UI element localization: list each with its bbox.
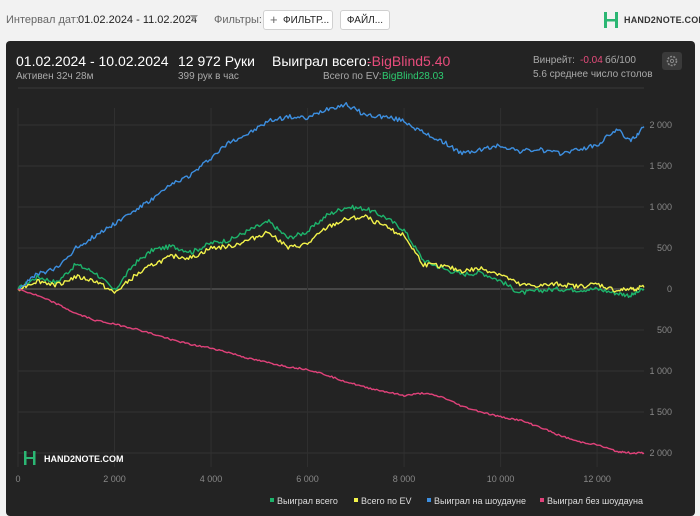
chart-legend: Выиграл всего Всего по EV Выиграл на шоуда…: [270, 496, 643, 506]
ev-value: BigBlind28.03: [382, 71, 444, 82]
won-total-label: Выиграл всего:: [272, 53, 371, 69]
x-tick-label: 10 000: [487, 474, 515, 484]
settings-button[interactable]: [662, 52, 682, 70]
y-tick-label: 1 500: [649, 407, 672, 417]
series-line: [17, 101, 645, 291]
won-total-value: -BigBlind5.40: [367, 53, 451, 69]
filters-label: Фильтры:: [214, 14, 262, 26]
chart-grid: [17, 108, 644, 467]
legend-label: Выиграл на шоудауне: [434, 496, 526, 506]
x-tick-label: 12 000: [583, 474, 611, 484]
series-line: [17, 288, 645, 455]
legend-swatch: [270, 498, 274, 502]
hands-per-hour: 399 рук в час: [178, 71, 239, 82]
top-toolbar: Интервал дат: 01.02.2024 - 11.02.2024 Фи…: [0, 0, 700, 40]
date-range: 01.02.2024 - 10.02.2024: [16, 53, 169, 69]
y-axis-labels: 2 000 1 500 1 000 500 0 500 1 000 1 500 2 000: [649, 120, 672, 458]
y-tick-label: 1 000: [649, 366, 672, 376]
hand2note-logo-icon: [604, 12, 618, 28]
chevron-down-icon[interactable]: [190, 15, 198, 20]
series-line: [17, 214, 645, 294]
legend-label: Выиграл без шоудауна: [547, 496, 643, 506]
x-tick-label: 0: [15, 474, 20, 484]
y-tick-label: 0: [667, 284, 672, 294]
y-tick-label: 500: [657, 243, 672, 253]
avg-tables: 5.6 среднее число столов: [533, 69, 653, 80]
x-tick-label: 4 000: [200, 474, 223, 484]
legend-label: Всего по EV: [361, 496, 411, 506]
y-tick-label: 500: [657, 325, 672, 335]
winrate-label: Винрейт:: [533, 55, 575, 66]
file-button[interactable]: ФАЙЛ...: [340, 10, 390, 30]
y-tick-label: 1 500: [649, 161, 672, 171]
winrate-unit: бб/100: [605, 55, 636, 66]
y-tick-label: 2 000: [649, 120, 672, 130]
legend-swatch: [540, 498, 544, 502]
interval-label: Интервал дат:: [6, 14, 79, 26]
gear-icon: [666, 55, 678, 67]
watermark-text: HAND2NOTE.COM: [44, 454, 124, 464]
legend-label: Выиграл всего: [277, 496, 338, 506]
winrate-value: -0.04: [580, 55, 603, 66]
logo-text: HAND2NOTE.COM: [624, 15, 700, 25]
plus-icon: +: [270, 12, 278, 27]
x-tick-label: 6 000: [296, 474, 319, 484]
legend-swatch: [354, 498, 358, 502]
hands-count: 12 972 Руки: [178, 53, 255, 69]
x-tick-label: 2 000: [103, 474, 126, 484]
x-axis-labels: 0 2 000 4 000 6 000 8 000 10 000 12 000: [15, 474, 610, 484]
x-tick-label: 8 000: [393, 474, 416, 484]
y-tick-label: 1 000: [649, 202, 672, 212]
filter-button-label: ФИЛЬТР...: [283, 15, 330, 26]
graph-panel: [6, 41, 695, 516]
y-tick-label: 2 000: [649, 448, 672, 458]
filter-button[interactable]: + ФИЛЬТР...: [263, 10, 333, 30]
ev-label: Всего по EV:: [323, 71, 382, 82]
chart-series: [17, 101, 645, 455]
watermark: HAND2NOTE.COM: [24, 451, 124, 465]
legend-swatch: [427, 498, 431, 502]
interval-select[interactable]: 01.02.2024 - 11.02.2024: [78, 14, 198, 26]
series-line: [17, 204, 645, 299]
active-time: Активен 32ч 28м: [16, 71, 94, 82]
